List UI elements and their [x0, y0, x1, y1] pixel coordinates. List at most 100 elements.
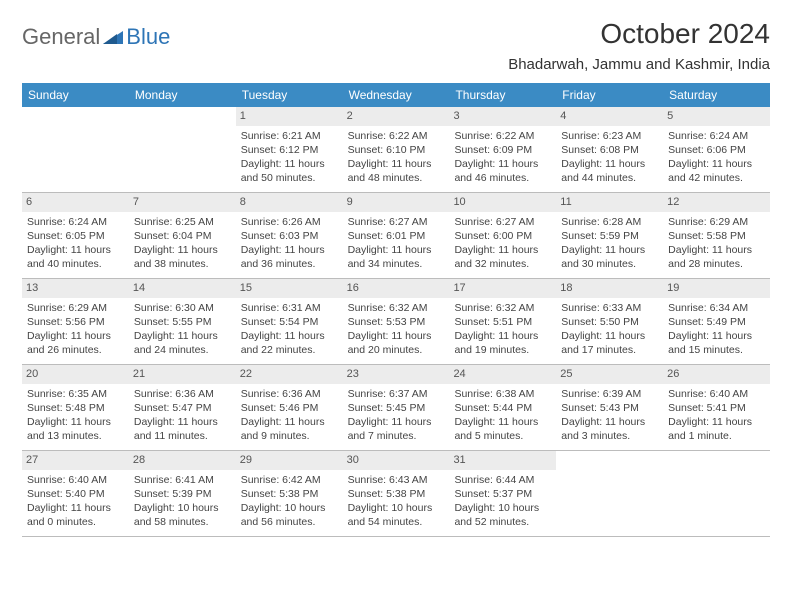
daylight-text: Daylight: 10 hours and 52 minutes.: [454, 501, 551, 529]
sunset-text: Sunset: 5:55 PM: [134, 315, 231, 329]
sunrise-text: Sunrise: 6:35 AM: [27, 387, 124, 401]
day-number: 17: [449, 279, 556, 298]
sunset-text: Sunset: 5:51 PM: [454, 315, 551, 329]
sunrise-text: Sunrise: 6:40 AM: [668, 387, 765, 401]
sunset-text: Sunset: 5:39 PM: [134, 487, 231, 501]
day-cell: 6Sunrise: 6:24 AMSunset: 6:05 PMDaylight…: [22, 193, 129, 278]
daylight-text: Daylight: 11 hours and 22 minutes.: [241, 329, 338, 357]
daylight-text: Daylight: 11 hours and 34 minutes.: [348, 243, 445, 271]
day-cell: 13Sunrise: 6:29 AMSunset: 5:56 PMDayligh…: [22, 279, 129, 364]
logo-text-1: General: [22, 24, 100, 50]
day-number: 28: [129, 451, 236, 470]
sunrise-text: Sunrise: 6:36 AM: [241, 387, 338, 401]
day-number: 13: [22, 279, 129, 298]
day-cell: 7Sunrise: 6:25 AMSunset: 6:04 PMDaylight…: [129, 193, 236, 278]
daylight-text: Daylight: 11 hours and 36 minutes.: [241, 243, 338, 271]
sunrise-text: Sunrise: 6:41 AM: [134, 473, 231, 487]
day-number: 2: [343, 107, 450, 126]
sunset-text: Sunset: 6:09 PM: [454, 143, 551, 157]
day-cell: 26Sunrise: 6:40 AMSunset: 5:41 PMDayligh…: [663, 365, 770, 450]
daylight-text: Daylight: 10 hours and 56 minutes.: [241, 501, 338, 529]
title-block: October 2024 Bhadarwah, Jammu and Kashmi…: [508, 18, 770, 73]
sunrise-text: Sunrise: 6:42 AM: [241, 473, 338, 487]
daylight-text: Daylight: 11 hours and 0 minutes.: [27, 501, 124, 529]
daylight-text: Daylight: 11 hours and 13 minutes.: [27, 415, 124, 443]
day-of-week-label: Thursday: [449, 83, 556, 107]
sunrise-text: Sunrise: 6:25 AM: [134, 215, 231, 229]
day-number: 10: [449, 193, 556, 212]
daylight-text: Daylight: 11 hours and 48 minutes.: [348, 157, 445, 185]
day-cell: 15Sunrise: 6:31 AMSunset: 5:54 PMDayligh…: [236, 279, 343, 364]
sunset-text: Sunset: 5:46 PM: [241, 401, 338, 415]
sunset-text: Sunset: 6:00 PM: [454, 229, 551, 243]
day-number: 9: [343, 193, 450, 212]
sunset-text: Sunset: 5:48 PM: [27, 401, 124, 415]
sunrise-text: Sunrise: 6:37 AM: [348, 387, 445, 401]
day-cell: 31Sunrise: 6:44 AMSunset: 5:37 PMDayligh…: [449, 451, 556, 536]
sunset-text: Sunset: 6:05 PM: [27, 229, 124, 243]
daylight-text: Daylight: 11 hours and 3 minutes.: [561, 415, 658, 443]
day-cell: 22Sunrise: 6:36 AMSunset: 5:46 PMDayligh…: [236, 365, 343, 450]
sunrise-text: Sunrise: 6:22 AM: [348, 129, 445, 143]
sunset-text: Sunset: 6:04 PM: [134, 229, 231, 243]
day-number: 3: [449, 107, 556, 126]
daylight-text: Daylight: 11 hours and 40 minutes.: [27, 243, 124, 271]
day-number: 7: [129, 193, 236, 212]
sunset-text: Sunset: 5:38 PM: [241, 487, 338, 501]
day-number: 20: [22, 365, 129, 384]
sunset-text: Sunset: 5:47 PM: [134, 401, 231, 415]
sunrise-text: Sunrise: 6:38 AM: [454, 387, 551, 401]
daylight-text: Daylight: 11 hours and 15 minutes.: [668, 329, 765, 357]
sunset-text: Sunset: 5:50 PM: [561, 315, 658, 329]
day-cell: 19Sunrise: 6:34 AMSunset: 5:49 PMDayligh…: [663, 279, 770, 364]
daylight-text: Daylight: 10 hours and 58 minutes.: [134, 501, 231, 529]
sunset-text: Sunset: 5:43 PM: [561, 401, 658, 415]
day-number: 12: [663, 193, 770, 212]
daylight-text: Daylight: 11 hours and 32 minutes.: [454, 243, 551, 271]
sunset-text: Sunset: 5:58 PM: [668, 229, 765, 243]
day-number: 6: [22, 193, 129, 212]
day-cell-empty: .: [556, 451, 663, 536]
day-number: 4: [556, 107, 663, 126]
sunrise-text: Sunrise: 6:27 AM: [454, 215, 551, 229]
logo: General Blue: [22, 18, 170, 50]
sunrise-text: Sunrise: 6:33 AM: [561, 301, 658, 315]
sunrise-text: Sunrise: 6:23 AM: [561, 129, 658, 143]
daylight-text: Daylight: 11 hours and 44 minutes.: [561, 157, 658, 185]
day-cell-empty: .: [22, 107, 129, 192]
sunrise-text: Sunrise: 6:32 AM: [348, 301, 445, 315]
sunset-text: Sunset: 5:53 PM: [348, 315, 445, 329]
day-cell: 12Sunrise: 6:29 AMSunset: 5:58 PMDayligh…: [663, 193, 770, 278]
day-cell: 3Sunrise: 6:22 AMSunset: 6:09 PMDaylight…: [449, 107, 556, 192]
daylight-text: Daylight: 10 hours and 54 minutes.: [348, 501, 445, 529]
calendar-grid: SundayMondayTuesdayWednesdayThursdayFrid…: [22, 83, 770, 537]
sunrise-text: Sunrise: 6:21 AM: [241, 129, 338, 143]
location-subtitle: Bhadarwah, Jammu and Kashmir, India: [508, 56, 770, 73]
sunset-text: Sunset: 5:56 PM: [27, 315, 124, 329]
sunset-text: Sunset: 6:03 PM: [241, 229, 338, 243]
sunset-text: Sunset: 5:45 PM: [348, 401, 445, 415]
day-number: 24: [449, 365, 556, 384]
sunset-text: Sunset: 5:37 PM: [454, 487, 551, 501]
day-cell: 8Sunrise: 6:26 AMSunset: 6:03 PMDaylight…: [236, 193, 343, 278]
daylight-text: Daylight: 11 hours and 42 minutes.: [668, 157, 765, 185]
day-number: 21: [129, 365, 236, 384]
day-number: 30: [343, 451, 450, 470]
day-number: 18: [556, 279, 663, 298]
sunrise-text: Sunrise: 6:27 AM: [348, 215, 445, 229]
sunset-text: Sunset: 6:10 PM: [348, 143, 445, 157]
week-row: ..1Sunrise: 6:21 AMSunset: 6:12 PMDaylig…: [22, 107, 770, 193]
week-row: 20Sunrise: 6:35 AMSunset: 5:48 PMDayligh…: [22, 365, 770, 451]
sunset-text: Sunset: 5:41 PM: [668, 401, 765, 415]
day-number: 5: [663, 107, 770, 126]
day-cell: 25Sunrise: 6:39 AMSunset: 5:43 PMDayligh…: [556, 365, 663, 450]
day-cell-empty: .: [129, 107, 236, 192]
day-number: 14: [129, 279, 236, 298]
sunset-text: Sunset: 5:44 PM: [454, 401, 551, 415]
day-cell: 1Sunrise: 6:21 AMSunset: 6:12 PMDaylight…: [236, 107, 343, 192]
day-cell: 5Sunrise: 6:24 AMSunset: 6:06 PMDaylight…: [663, 107, 770, 192]
sunset-text: Sunset: 6:12 PM: [241, 143, 338, 157]
day-number: 1: [236, 107, 343, 126]
day-cell-empty: .: [663, 451, 770, 536]
sunset-text: Sunset: 6:01 PM: [348, 229, 445, 243]
